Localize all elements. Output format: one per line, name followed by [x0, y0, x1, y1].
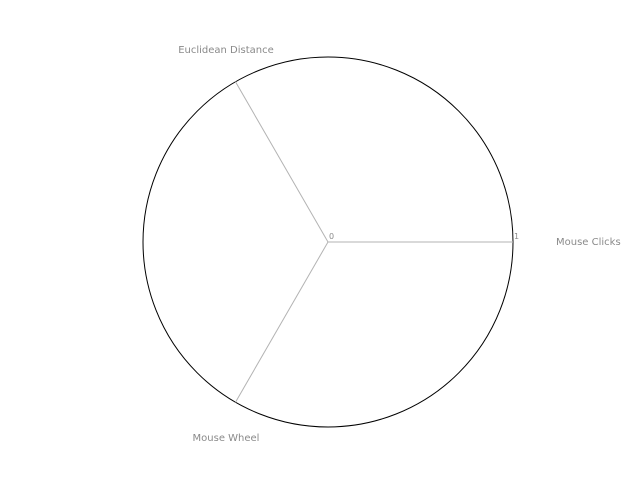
radar-spoke: [235, 81, 329, 243]
radar-spoke: [235, 241, 329, 403]
radial-tick-label: 0: [329, 232, 334, 241]
radar-axis-labels: Mouse Clicks Euclidean Distance Mouse Whee…: [178, 45, 620, 444]
axis-label: Mouse Wheel: [193, 433, 260, 444]
radial-tick-label: 1: [514, 232, 519, 241]
axis-label: Mouse Clicks: [556, 237, 621, 248]
radar-spokes: [235, 81, 513, 403]
axis-label: Euclidean Distance: [178, 45, 274, 56]
